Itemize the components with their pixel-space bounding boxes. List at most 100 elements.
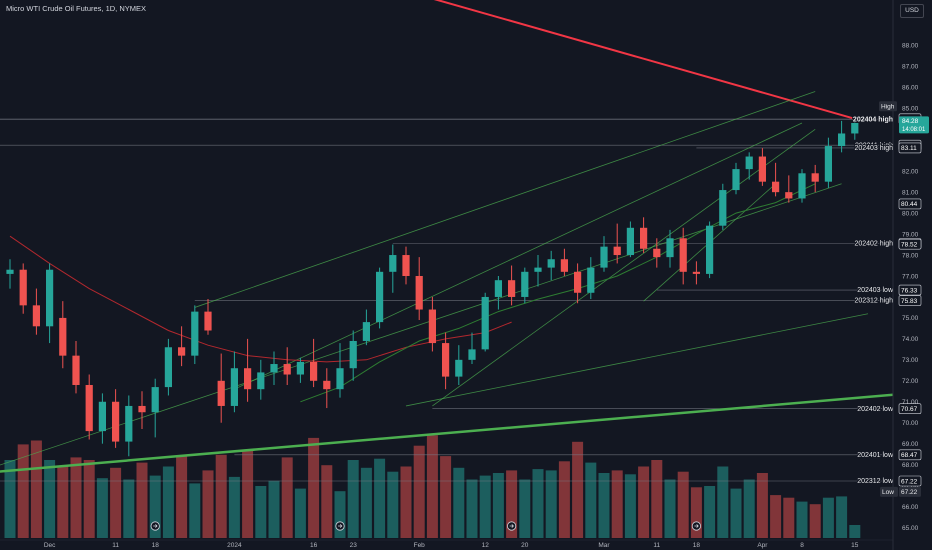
candle-body <box>547 259 555 268</box>
candle-body <box>521 271 529 297</box>
volume-bar <box>638 466 650 538</box>
candle <box>772 162 780 197</box>
volume-bar <box>387 471 399 538</box>
high-low-box <box>880 486 898 497</box>
candle-body <box>164 347 172 388</box>
time-tick-label: 23 <box>350 542 358 549</box>
price-tag-value: 80.44 <box>901 201 918 208</box>
trendline-channel <box>234 122 803 390</box>
current-price-tag <box>899 116 929 134</box>
candle-body <box>772 181 780 193</box>
price-tick-label: 79.00 <box>902 231 919 238</box>
candle <box>706 221 714 279</box>
candle-body <box>600 246 608 268</box>
candle <box>164 338 172 396</box>
volume-bar <box>545 470 557 538</box>
candle <box>349 330 357 381</box>
candle <box>336 343 344 398</box>
candle-body <box>402 255 410 276</box>
volume-bar <box>294 488 306 538</box>
level-label: 202311 high <box>855 142 893 149</box>
trendline-support <box>0 393 893 473</box>
candle-body <box>217 380 225 406</box>
price-tags: 84.5084.2814:08:0183.2483.1180.4478.5578… <box>879 101 929 497</box>
volume-bar <box>809 504 821 538</box>
candle-body <box>191 311 199 356</box>
candle-body <box>151 387 159 413</box>
candle-body <box>745 156 753 170</box>
candle-body <box>72 355 80 385</box>
volume-bar <box>202 470 214 538</box>
candle <box>455 345 463 385</box>
currency-button[interactable]: USD <box>900 4 924 18</box>
level-label: 202404 high <box>853 116 893 123</box>
event-marker-icon <box>335 521 345 531</box>
volume-bar <box>360 467 372 538</box>
price-tag <box>898 142 922 154</box>
price-tick-label: 82.00 <box>902 169 919 176</box>
candle <box>732 162 740 195</box>
volume-bar <box>215 454 227 538</box>
candle-body <box>640 227 648 249</box>
volume-bar <box>519 479 531 538</box>
price-tag-value: 70.67 <box>901 406 918 413</box>
price-tag-value: 83.11 <box>901 145 917 152</box>
level-label: 202312 low <box>857 478 894 485</box>
candle-body <box>732 169 740 191</box>
candle-body <box>85 384 93 432</box>
price-tag-value: 68.47 <box>901 452 918 459</box>
candle-body <box>138 405 146 413</box>
candle <box>587 257 595 300</box>
candle <box>112 389 120 448</box>
candle <box>811 164 819 193</box>
candle-body <box>560 259 568 272</box>
high-low-label: High <box>881 104 895 111</box>
time-axis: Dec 11 18 2024 16 23 Feb 12 20 Mar 11 18 Apr 8 15 <box>0 539 893 549</box>
time-tick-label: 11 <box>112 542 119 549</box>
trendline-channel <box>194 91 816 308</box>
volume-bar <box>466 479 478 538</box>
trendline-resistance <box>433 0 856 120</box>
level-label: 202402 high <box>854 241 893 248</box>
candle <box>547 250 555 281</box>
candle <box>692 261 700 285</box>
volume-bar <box>704 486 716 538</box>
price-tick-label: 68.00 <box>902 462 919 469</box>
candle <box>125 395 133 457</box>
moving-averages <box>9 183 816 403</box>
candle-body <box>32 305 40 327</box>
candle <box>19 263 27 314</box>
candle-body <box>824 146 832 182</box>
candle <box>626 221 634 258</box>
candle-body <box>376 271 384 323</box>
candle <box>244 338 252 402</box>
price-tick-label: 69.00 <box>902 441 919 448</box>
volume-bar <box>572 441 584 538</box>
candle <box>415 257 423 321</box>
time-tick-label: Feb <box>414 542 426 549</box>
candle <box>6 259 14 289</box>
candle <box>138 391 146 430</box>
candle-body <box>125 405 133 442</box>
volume-bar <box>585 462 597 538</box>
volume-bar <box>756 473 768 538</box>
candle <box>402 246 410 285</box>
candle <box>323 368 331 409</box>
price-tag <box>898 238 922 250</box>
volume-bar <box>479 475 491 538</box>
candle <box>481 292 489 352</box>
candle <box>191 305 199 365</box>
candle-body <box>349 340 357 369</box>
volume-bar <box>70 457 82 538</box>
candle <box>600 236 608 272</box>
candle-body <box>442 343 450 377</box>
price-tick-label: 85.00 <box>902 106 919 113</box>
candle <box>72 340 80 394</box>
candle-body <box>758 156 766 182</box>
volume-bar <box>334 491 346 538</box>
volume-bar <box>30 440 42 538</box>
candle <box>534 255 542 287</box>
candle-body <box>244 368 252 390</box>
